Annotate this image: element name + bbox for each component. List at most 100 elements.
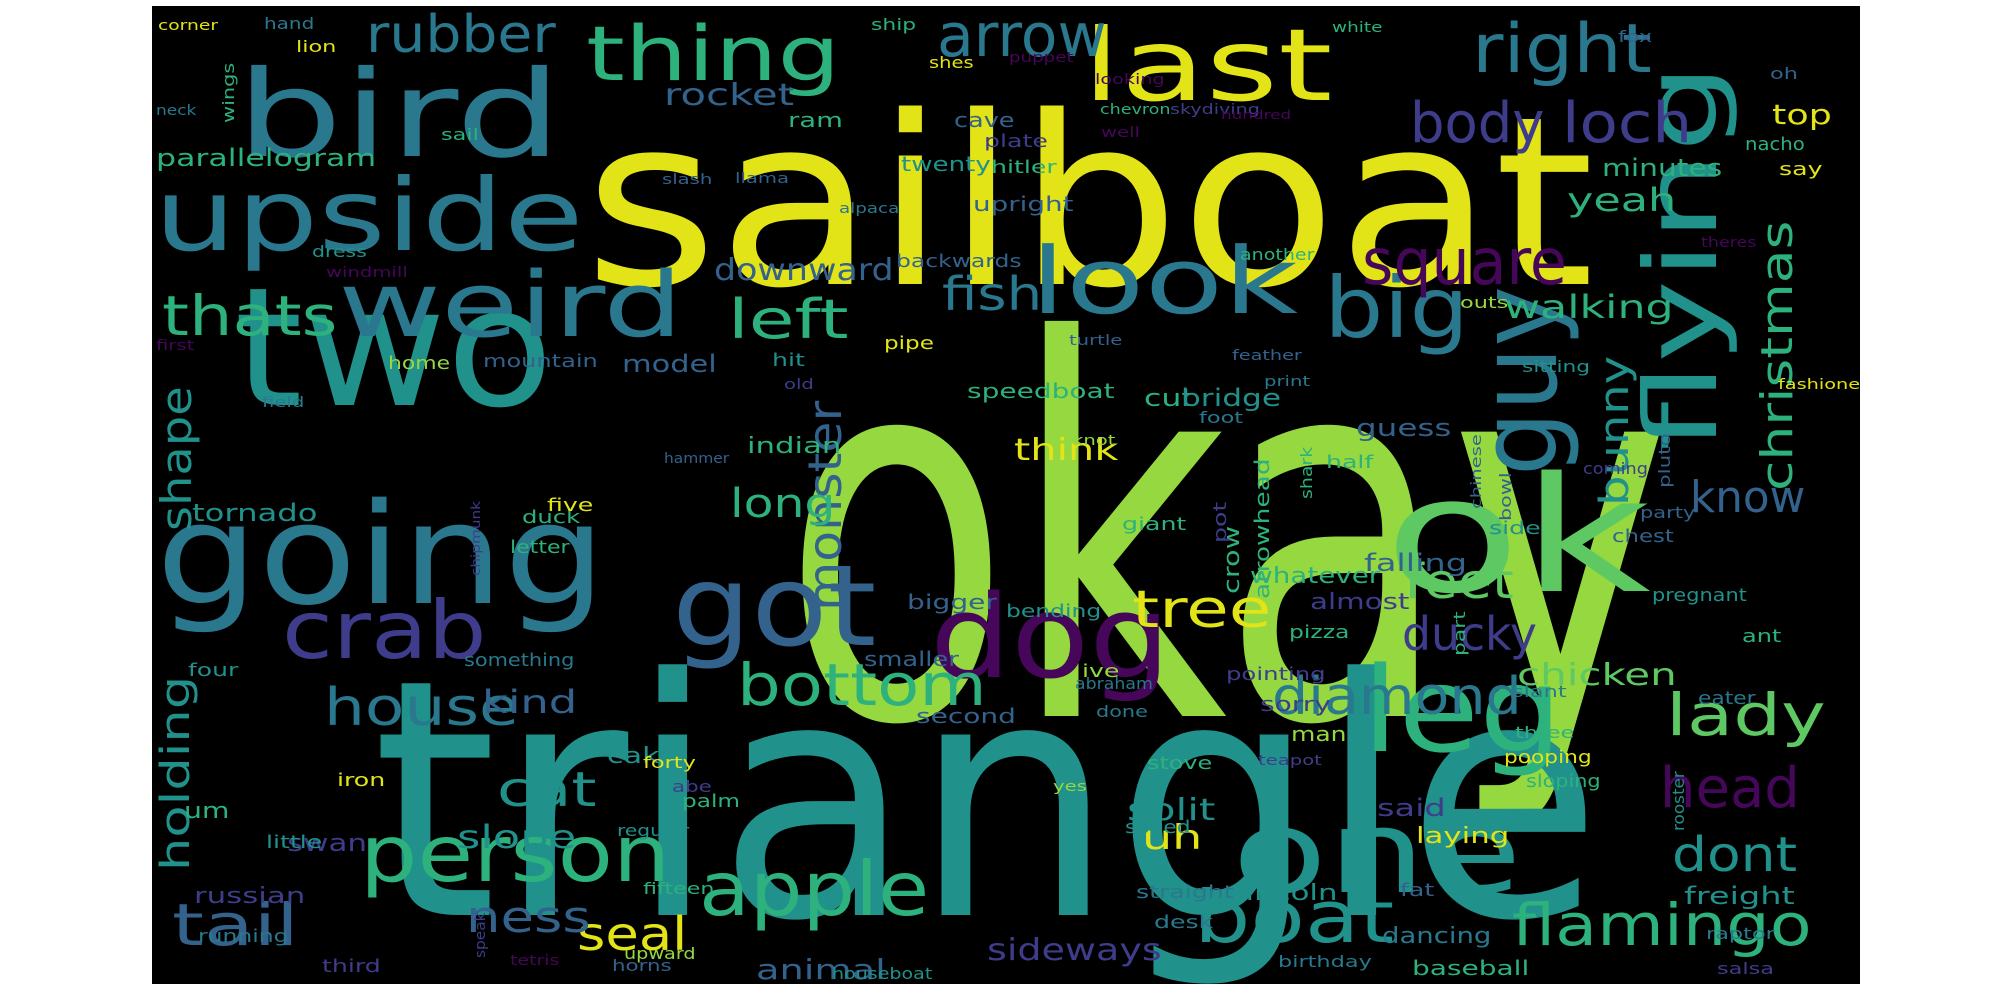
cloud-word: ok xyxy=(1384,442,1651,629)
cloud-word: coming xyxy=(1583,459,1648,478)
cloud-word: bigger xyxy=(907,590,997,614)
cloud-word: speedboat xyxy=(967,379,1115,403)
cloud-word: two xyxy=(234,252,554,444)
cloud-word: pooping xyxy=(1504,747,1592,768)
cloud-word: rooster xyxy=(1669,771,1688,831)
cloud-word: dress xyxy=(312,242,367,261)
cloud-word: knot xyxy=(1072,433,1116,449)
cloud-word: parallelogram xyxy=(156,144,377,172)
cloud-word: one xyxy=(1232,786,1522,920)
cloud-word: said xyxy=(1377,794,1446,822)
cloud-word: little xyxy=(266,832,323,853)
cloud-word: salsa xyxy=(1717,959,1775,978)
cloud-word: bird xyxy=(236,46,563,185)
cloud-word: think xyxy=(1014,433,1119,468)
cloud-word: bottom xyxy=(737,651,987,719)
cloud-word: pizza xyxy=(1289,622,1350,643)
cloud-word: field xyxy=(262,395,305,411)
cloud-word: model xyxy=(622,350,717,378)
cloud-word: animal xyxy=(756,953,886,984)
cloud-word: know xyxy=(1690,472,1806,523)
cloud-word: upward xyxy=(624,944,696,963)
cloud-word: rocket xyxy=(664,78,795,113)
cloud-word: um xyxy=(184,799,230,824)
cloud-word: chest xyxy=(1612,526,1674,547)
cloud-word: alpaca xyxy=(839,201,900,217)
cloud-word: hitler xyxy=(991,157,1057,178)
cloud-word: theres xyxy=(1701,235,1757,251)
cloud-word: hundred xyxy=(1221,108,1292,122)
cloud-word: second xyxy=(916,704,1016,728)
cloud-word: abraham xyxy=(1075,674,1153,693)
cloud-word: fat xyxy=(1400,880,1435,901)
cloud-word: ant xyxy=(1742,626,1782,647)
cloud-word: sail xyxy=(441,125,479,144)
cloud-word: chevron xyxy=(1100,102,1171,118)
cloud-word: side xyxy=(1489,518,1541,539)
cloud-word: done xyxy=(1096,702,1148,721)
cloud-word: another xyxy=(1240,245,1315,264)
cloud-word: fish xyxy=(942,267,1043,321)
cloud-word: desk xyxy=(1154,912,1214,933)
cloud-word: palm xyxy=(682,791,741,812)
cloud-word: giant xyxy=(1122,514,1187,535)
cloud-word: abe xyxy=(672,777,712,796)
cloud-word: old xyxy=(784,377,814,393)
cloud-word: bridge xyxy=(1181,384,1282,412)
cloud-word: lady xyxy=(1666,681,1826,749)
cloud-word: upside xyxy=(154,157,584,274)
cloud-word: part xyxy=(1450,611,1469,656)
cloud-word: llama xyxy=(735,171,790,187)
cloud-word: say xyxy=(1779,159,1823,180)
cloud-word: houseboat xyxy=(832,964,933,983)
cloud-word: seal xyxy=(577,907,688,961)
cloud-word: tail xyxy=(172,891,299,959)
cloud-word: pipe xyxy=(884,333,934,354)
cloud-word: man xyxy=(1291,722,1347,746)
cloud-word: got xyxy=(672,542,877,672)
cloud-word: upright xyxy=(973,192,1074,216)
cloud-word: party xyxy=(1640,503,1696,522)
cloud-word: straight xyxy=(1136,882,1234,903)
cloud-word: pluto xyxy=(1655,433,1674,488)
cloud-word: nacho xyxy=(1745,134,1805,155)
cloud-word: right xyxy=(1472,10,1652,89)
cloud-word: slope xyxy=(457,818,577,856)
cloud-word: birthday xyxy=(1278,952,1372,971)
cloud-word: sitting xyxy=(1522,357,1591,376)
cloud-word: weird xyxy=(338,253,684,358)
cloud-word: okay xyxy=(782,233,1672,839)
cloud-word: slant xyxy=(1512,682,1567,701)
cloud-word: kind xyxy=(482,683,578,721)
cloud-word: fashioned xyxy=(1778,377,1860,393)
cloud-word: arrowhead xyxy=(1250,458,1274,599)
cloud-word: fox xyxy=(1618,27,1653,46)
cloud-word: thats xyxy=(162,284,338,348)
cloud-word: stove xyxy=(1147,753,1213,774)
cloud-word: lincoln xyxy=(1237,881,1338,906)
cloud-word: loch xyxy=(1562,91,1693,156)
cloud-word: triangle xyxy=(372,609,1603,984)
cloud-word: forty xyxy=(643,753,696,772)
cloud-word: corner xyxy=(158,18,219,34)
cloud-word: laying xyxy=(1416,824,1510,849)
cloud-word: looking xyxy=(1095,72,1165,88)
cloud-word: letter xyxy=(510,537,570,558)
cloud-word: duck xyxy=(522,507,581,528)
cloud-word: lion xyxy=(296,37,337,56)
cloud-word: teapot xyxy=(1258,753,1322,769)
cloud-word: flamingo xyxy=(1512,891,1812,959)
cloud-word: shes xyxy=(929,53,974,72)
cloud-word: bowl xyxy=(1496,472,1515,521)
cloud-word: eater xyxy=(1698,688,1756,709)
cloud-word: sorry xyxy=(1260,692,1331,716)
cloud-word: arrow xyxy=(937,6,1107,71)
cloud-word: tree xyxy=(1132,580,1272,640)
cloud-word: long xyxy=(730,481,836,527)
cloud-word: head xyxy=(1660,756,1800,821)
cloud-word: yes xyxy=(1053,779,1087,795)
cloud-word: mountain xyxy=(483,351,598,372)
cloud-word: sloping xyxy=(1526,771,1601,792)
cloud-word: downward xyxy=(714,253,894,288)
cloud-word: fifteen xyxy=(643,879,715,898)
